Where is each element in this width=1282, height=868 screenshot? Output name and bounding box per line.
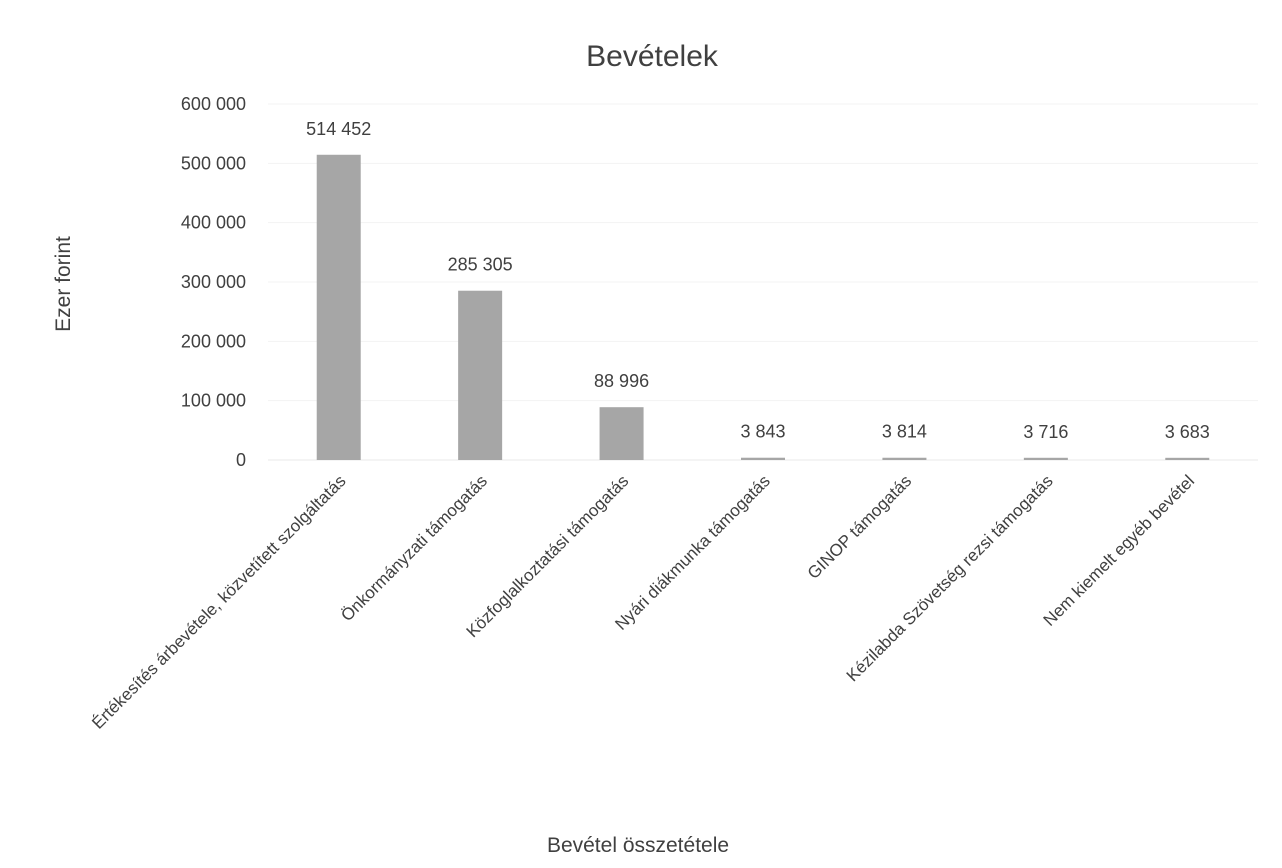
y-tick-label: 200 000 — [181, 331, 246, 351]
y-tick-label: 100 000 — [181, 391, 246, 411]
category-label: Közfoglalkoztatási támogatás — [463, 471, 633, 641]
bar — [316, 154, 361, 460]
data-label: 285 305 — [448, 255, 513, 275]
y-tick-label: 300 000 — [181, 272, 246, 292]
category-label: Nem kiemelt egyéb bevétel — [1040, 471, 1198, 629]
category-label: Nyári diákmunka támogatás — [611, 471, 773, 633]
data-label: 3 716 — [1023, 422, 1068, 442]
gridlines — [268, 103, 1258, 461]
bar — [741, 457, 785, 460]
y-tick-label: 0 — [236, 450, 246, 470]
y-axis-title: Ezer forint — [52, 236, 75, 332]
data-label: 3 683 — [1165, 422, 1210, 442]
chart-title: Bevételek — [586, 40, 719, 73]
data-label: 514 452 — [306, 119, 371, 139]
x-axis-categories: Értékesítés árbevétele, közvetített szol… — [88, 471, 1198, 732]
bar — [1023, 457, 1068, 460]
y-axis-ticks: 0 100 000 200 000 300 000 400 000 500 000 600 … — [181, 94, 246, 470]
x-axis-title: Bevétel összetétele — [547, 834, 729, 857]
bar — [882, 457, 927, 460]
data-label: 88 996 — [594, 371, 649, 391]
y-tick-label: 500 000 — [181, 153, 246, 173]
data-labels: 514 452 285 305 88 996 3 843 3 814 3 716 3 683 — [306, 119, 1210, 442]
data-label: 3 814 — [882, 422, 927, 442]
data-label: 3 843 — [740, 422, 785, 442]
category-label: Értékesítés árbevétele, közvetített szol… — [88, 471, 349, 732]
category-label: Önkormányzati támogatás — [337, 471, 491, 625]
y-tick-label: 400 000 — [181, 213, 246, 233]
bars — [316, 154, 1210, 460]
y-tick-label: 600 000 — [181, 94, 246, 114]
bar — [458, 290, 503, 460]
bar — [599, 407, 644, 460]
bar — [1165, 457, 1210, 460]
category-label: GINOP támogatás — [804, 471, 915, 582]
